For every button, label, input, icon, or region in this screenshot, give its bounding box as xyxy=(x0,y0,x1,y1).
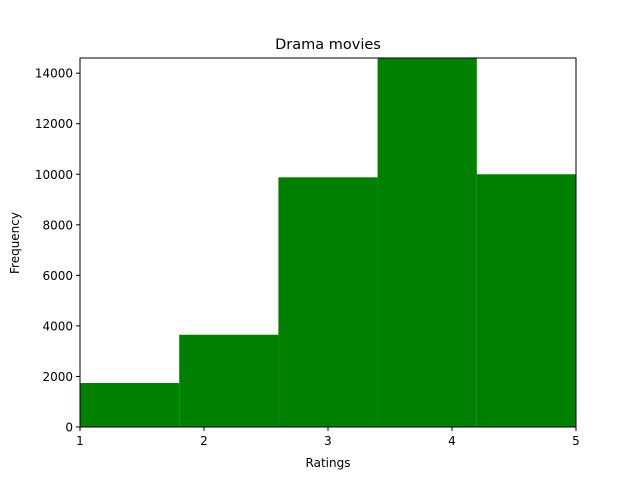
y-tick-label-2: 2000 xyxy=(42,370,73,384)
plot-frame xyxy=(79,57,577,428)
x-tick-label-1: 1 xyxy=(76,434,84,448)
x-axis-label: Ratings xyxy=(306,456,351,470)
y-tick-label-8: 14000 xyxy=(35,67,73,81)
y-tick-label-3: 4000 xyxy=(42,319,73,333)
histogram-bar-5 xyxy=(476,174,576,427)
histogram-bar-4 xyxy=(377,58,477,427)
y-tick-label-4: 6000 xyxy=(42,269,73,283)
x-tick-label-4: 4 xyxy=(448,434,456,448)
x-tick-label-3: 3 xyxy=(324,434,332,448)
y-tick-label-7: 12000 xyxy=(35,117,73,131)
bars-group xyxy=(80,58,576,427)
chart-title: Drama movies xyxy=(275,37,381,53)
histogram-bar-2 xyxy=(179,334,279,427)
y-axis-ticks: 0 2000 4000 6000 8000 10000 12000 14000 xyxy=(35,67,80,435)
histogram-bar-3 xyxy=(278,177,378,427)
histogram-bar-1 xyxy=(80,383,180,427)
x-tick-label-2: 2 xyxy=(200,434,208,448)
y-tick-label-6: 10000 xyxy=(35,168,73,182)
x-axis-ticks: 1 2 3 4 5 xyxy=(76,427,580,448)
x-tick-label-5: 5 xyxy=(572,434,580,448)
y-tick-label-5: 8000 xyxy=(42,218,73,232)
y-tick-label-1: 0 xyxy=(65,421,73,435)
y-axis-label: Frequency xyxy=(8,212,22,274)
